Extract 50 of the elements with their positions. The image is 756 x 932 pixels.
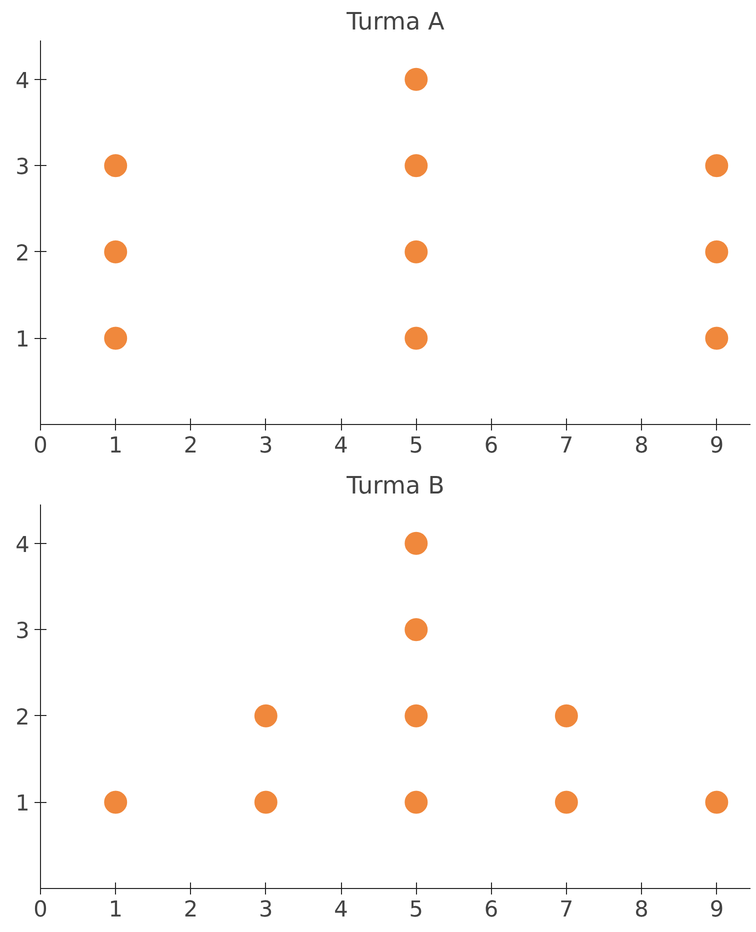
x-tick-label: 4 xyxy=(334,434,348,458)
y-tick-label: 3 xyxy=(16,619,30,644)
x-tick-label: 9 xyxy=(710,898,724,922)
y-tick-label: 4 xyxy=(16,532,30,558)
x-tick-label: 4 xyxy=(334,898,348,922)
point xyxy=(705,790,728,814)
x-tick-label: 6 xyxy=(484,434,498,458)
x-tick-label: 0 xyxy=(34,898,48,922)
x-tick-label: 2 xyxy=(184,898,198,922)
x-tick-label: 7 xyxy=(559,434,574,458)
x-tick-label: 7 xyxy=(559,898,574,922)
x-tick-label: 6 xyxy=(484,898,498,922)
point xyxy=(404,704,428,728)
x-tick-label: 8 xyxy=(634,434,649,458)
x-tick-label: 5 xyxy=(409,434,424,458)
point xyxy=(404,618,428,642)
y-tick-label: 4 xyxy=(16,68,30,94)
point xyxy=(705,154,728,178)
y-tick-label: 3 xyxy=(16,155,30,180)
point xyxy=(404,326,428,350)
point xyxy=(404,68,428,91)
point xyxy=(554,790,578,814)
x-tick-label: 9 xyxy=(710,434,724,458)
point xyxy=(254,704,278,728)
y-tick-label: 1 xyxy=(16,328,30,353)
y-tick-label: 2 xyxy=(16,241,30,266)
x-tick-label: 1 xyxy=(108,434,123,458)
x-tick-label: 3 xyxy=(258,434,273,458)
point xyxy=(554,704,578,728)
point xyxy=(404,154,428,178)
point xyxy=(404,240,428,264)
x-tick-label: 5 xyxy=(409,898,424,922)
point xyxy=(104,326,128,350)
point xyxy=(104,154,128,178)
point xyxy=(254,790,278,814)
x-tick-label: 8 xyxy=(634,898,649,922)
point xyxy=(104,240,128,264)
x-tick-label: 3 xyxy=(258,898,273,922)
chart-title: Turma A xyxy=(346,8,445,36)
x-tick-label: 0 xyxy=(34,434,48,458)
point xyxy=(404,790,428,814)
y-tick-label: 1 xyxy=(16,792,30,817)
chart-title: Turma B xyxy=(346,472,444,500)
point xyxy=(404,532,428,555)
point xyxy=(705,240,728,264)
point xyxy=(705,326,728,350)
y-tick-label: 2 xyxy=(16,705,30,730)
point xyxy=(104,790,128,814)
x-tick-label: 2 xyxy=(184,434,198,458)
x-tick-label: 1 xyxy=(108,898,123,922)
